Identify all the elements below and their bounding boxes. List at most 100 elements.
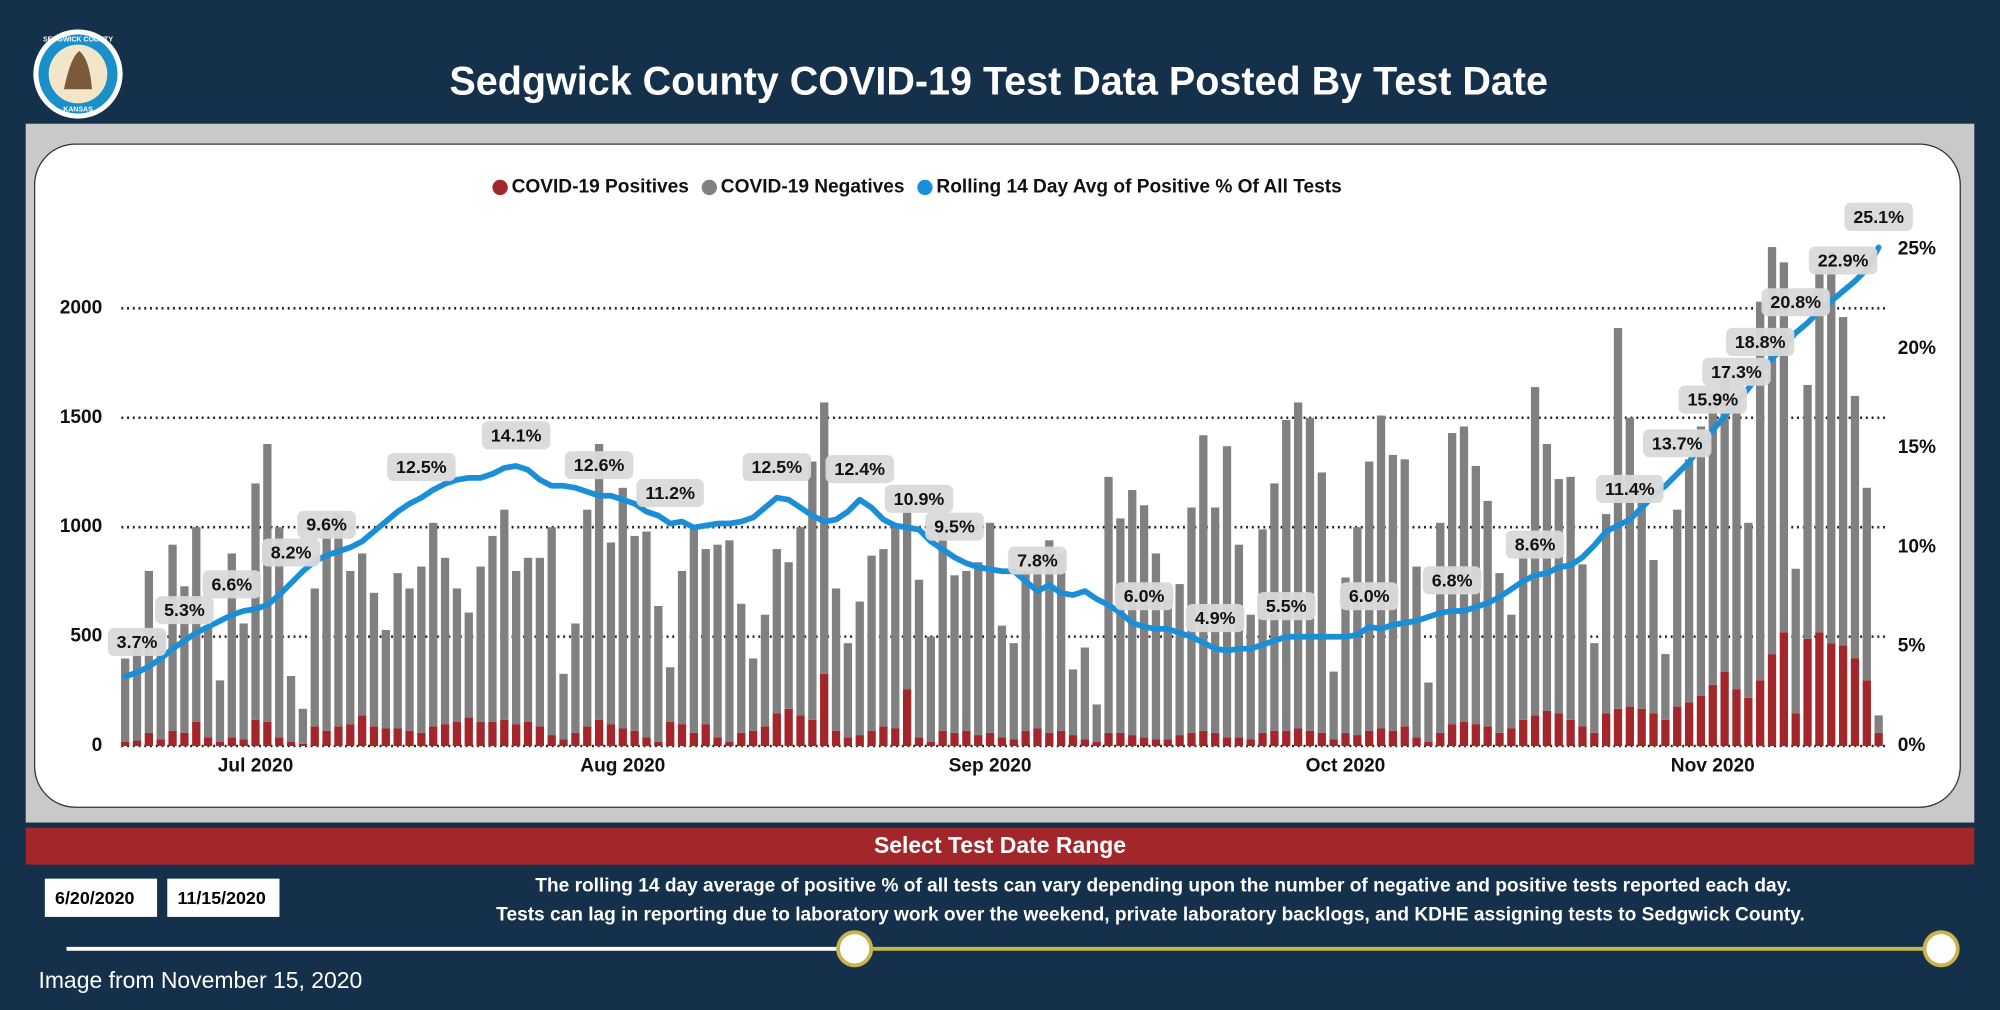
- bar: [1365, 730, 1374, 747]
- bar: [808, 461, 817, 720]
- bar: [689, 527, 699, 733]
- bar: [227, 737, 236, 747]
- bar: [583, 509, 592, 727]
- bar: [1424, 682, 1433, 742]
- bar: [1519, 719, 1528, 747]
- bar: [1329, 739, 1338, 747]
- bar: [1293, 402, 1303, 729]
- bar: [346, 570, 355, 725]
- bar: [1756, 680, 1765, 747]
- data-label-box: [1008, 546, 1067, 575]
- bar: [1317, 732, 1326, 747]
- y2-tick-label: 10%: [1898, 536, 1936, 557]
- bar: [1151, 739, 1161, 747]
- data-label: 3.7%: [117, 632, 158, 652]
- bar: [1862, 487, 1871, 681]
- bar: [251, 719, 260, 747]
- data-label-box: [155, 596, 214, 625]
- bar: [618, 487, 627, 729]
- bar: [1471, 724, 1480, 747]
- bar: [831, 730, 841, 747]
- bar: [393, 728, 402, 747]
- bar: [713, 737, 722, 747]
- bar: [760, 614, 770, 727]
- bar: [1756, 301, 1765, 681]
- legend-swatch: [701, 179, 717, 196]
- bar: [1199, 730, 1208, 747]
- x-tick-label: Nov 2020: [1671, 755, 1755, 776]
- bar: [1222, 446, 1232, 738]
- bar: [1696, 426, 1706, 696]
- bar: [677, 570, 687, 725]
- bar: [334, 726, 343, 747]
- y-tick-label: 2000: [60, 297, 103, 318]
- legend-label: COVID-19 Positives: [512, 177, 689, 198]
- bar: [666, 667, 675, 722]
- data-label: 18.8%: [1735, 332, 1786, 352]
- data-label: 10.9%: [894, 489, 945, 509]
- data-label-box: [1808, 246, 1878, 275]
- bar: [784, 562, 793, 709]
- data-label: 15.9%: [1687, 390, 1738, 410]
- bar: [1637, 708, 1646, 747]
- bar: [1661, 719, 1670, 747]
- bar: [1092, 741, 1101, 747]
- bar: [1258, 732, 1267, 747]
- bar: [1376, 728, 1386, 747]
- bar: [535, 726, 544, 747]
- bar: [737, 603, 746, 733]
- bar: [369, 726, 379, 747]
- start-date-box[interactable]: [44, 878, 158, 917]
- bar: [1673, 706, 1682, 747]
- y-tick-label: 500: [70, 626, 102, 647]
- bar: [1661, 654, 1670, 720]
- bar: [1578, 726, 1587, 747]
- bar: [1744, 697, 1753, 747]
- bar: [820, 402, 829, 674]
- data-label-box: [1185, 604, 1245, 633]
- data-label-box: [107, 627, 167, 656]
- bar: [239, 739, 248, 747]
- bar: [286, 741, 296, 747]
- slider-handle-end[interactable]: [1922, 930, 1960, 968]
- data-label-box: [925, 512, 984, 541]
- bar: [523, 721, 533, 747]
- bar: [1720, 376, 1729, 672]
- chart: 0 500 1000 1500 2000 0% 5% 10% 15% 20% 25% Jul 2020…: [60, 177, 1936, 777]
- data-label-box: [481, 421, 551, 450]
- bar: [1850, 395, 1860, 659]
- bar: [1234, 544, 1244, 738]
- bar: [547, 527, 556, 736]
- bar: [1246, 614, 1255, 740]
- bar: [1590, 643, 1599, 733]
- note-line: The rolling 14 day average of positive %…: [535, 875, 1791, 896]
- bar: [275, 737, 284, 747]
- bar: [180, 732, 189, 747]
- y2-tick-label: 25%: [1898, 238, 1936, 259]
- bar: [891, 728, 900, 747]
- data-label-box: [825, 455, 894, 484]
- end-date[interactable]: 11/15/2020: [177, 888, 265, 908]
- bar: [1850, 658, 1860, 747]
- logo: SEDGWICK COUNTY KANSAS: [33, 29, 123, 119]
- bar: [1353, 735, 1362, 747]
- bar: [1495, 573, 1504, 733]
- bar: [772, 549, 781, 714]
- bar: [1447, 724, 1457, 747]
- bar: [1613, 328, 1623, 709]
- bar: [310, 726, 319, 747]
- slider-handle-start[interactable]: [836, 930, 874, 968]
- bar: [1827, 251, 1836, 644]
- start-date[interactable]: 6/20/2020: [55, 888, 134, 908]
- end-date-box[interactable]: [167, 878, 280, 917]
- bar: [429, 522, 438, 727]
- bar: [1128, 735, 1137, 747]
- bar: [1092, 704, 1101, 742]
- bar: [393, 573, 402, 729]
- bar: [1708, 684, 1717, 747]
- bar: [1151, 553, 1161, 740]
- data-label: 22.9%: [1818, 251, 1869, 271]
- section-bar: [25, 827, 1975, 865]
- bar: [1128, 489, 1137, 736]
- bar: [334, 514, 343, 727]
